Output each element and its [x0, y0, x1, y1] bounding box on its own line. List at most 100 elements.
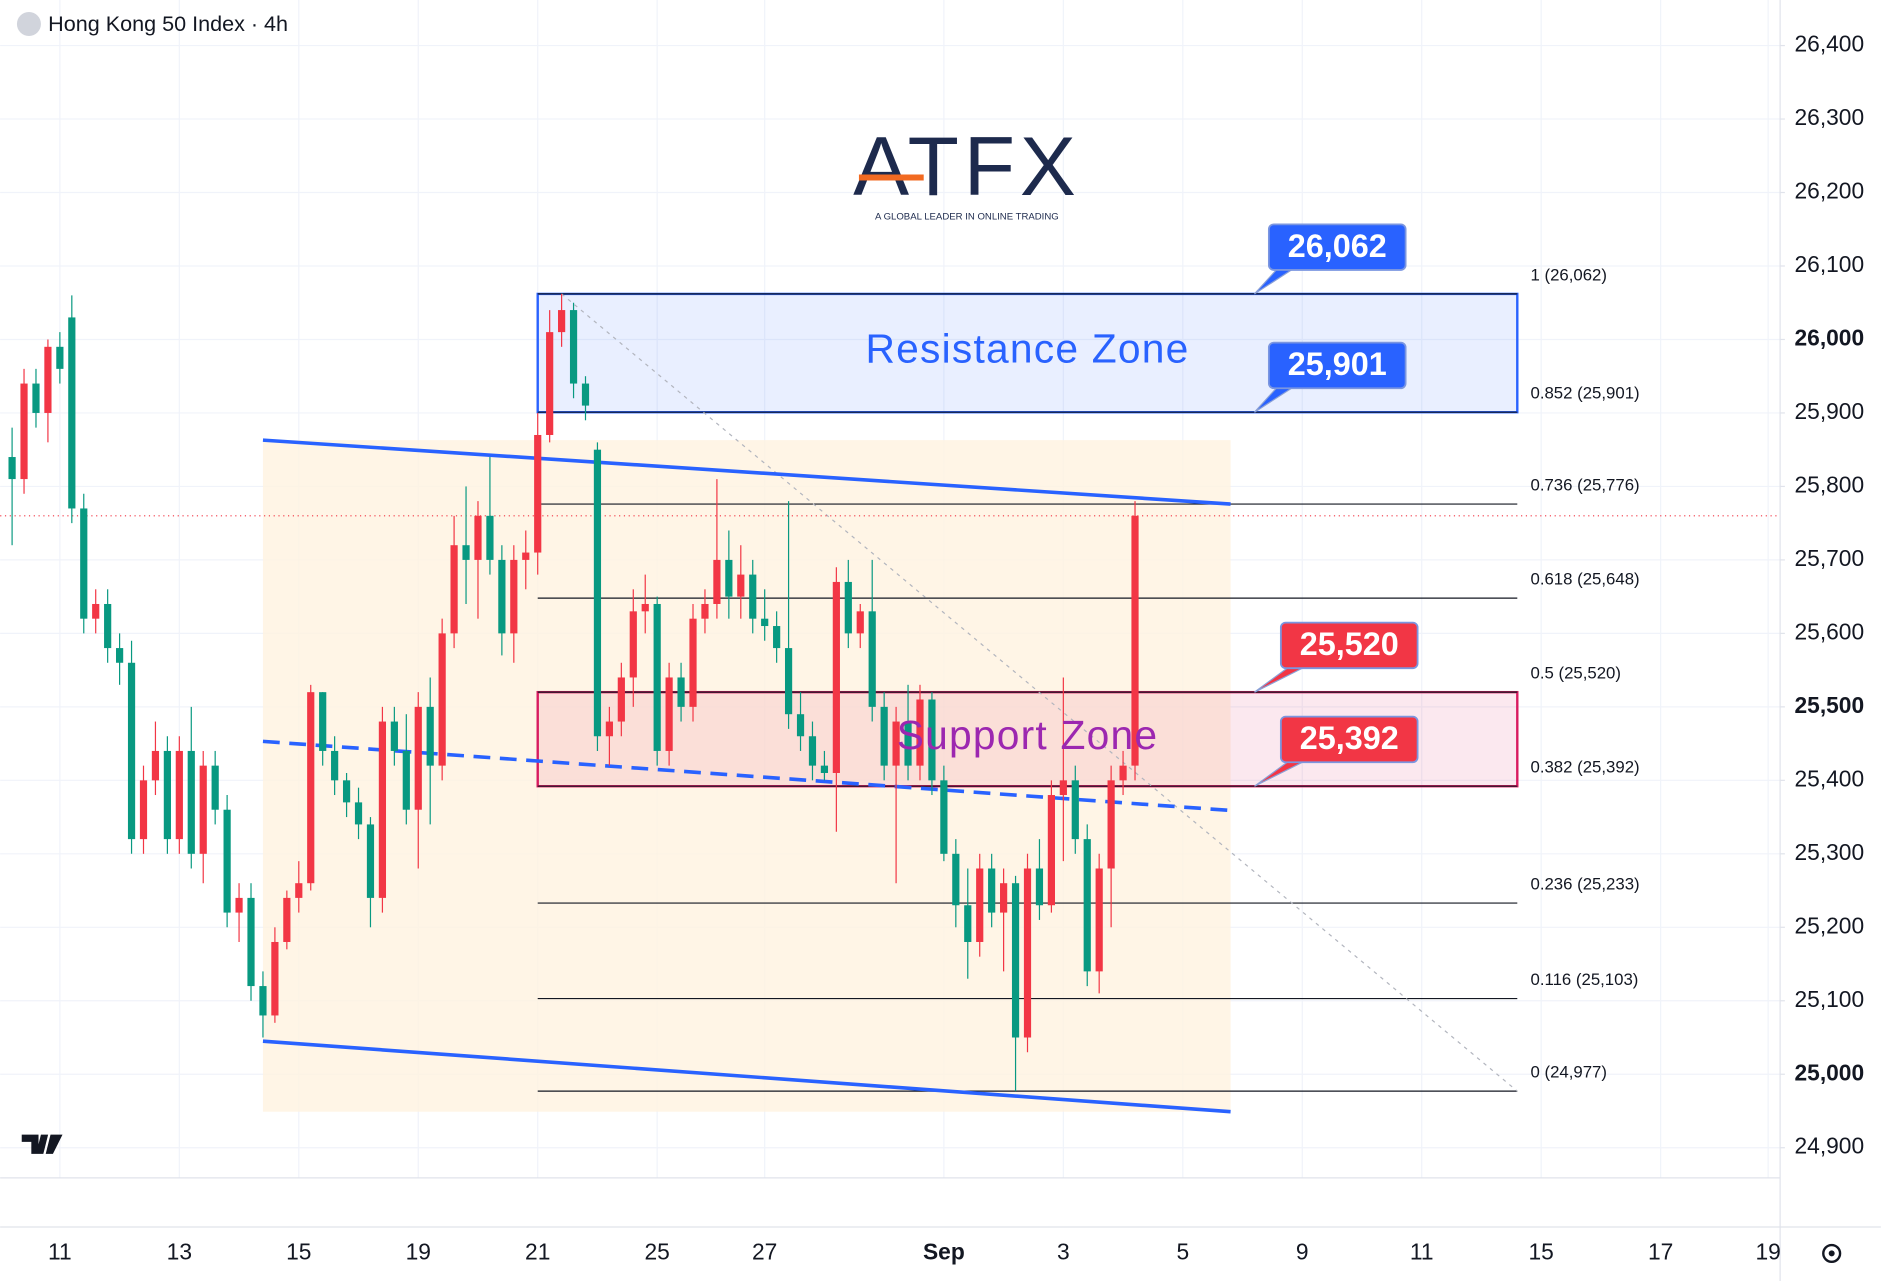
callout-box [1267, 341, 1407, 390]
candle-body [629, 611, 637, 678]
fib-label: 0.618 (25,648) [1530, 570, 1639, 589]
x-tick-label: 19 [1755, 1238, 1780, 1264]
settings-icon[interactable] [1822, 1243, 1842, 1264]
candle-body [522, 552, 530, 560]
x-tick-label: 15 [286, 1238, 311, 1264]
candle-body [856, 611, 864, 634]
candle-body [283, 897, 291, 942]
candle-body [761, 618, 769, 627]
x-tick-label: 27 [752, 1238, 777, 1264]
x-tick-label: Sep [923, 1238, 965, 1264]
candle-body [928, 699, 936, 781]
callout-box [1279, 715, 1419, 764]
y-tick-label: 25,900 [1795, 398, 1865, 424]
x-tick-label: 3 [1057, 1238, 1070, 1264]
candle-body [1059, 780, 1067, 796]
candle-body [832, 581, 840, 773]
candle-body [593, 449, 602, 737]
candle-body [1119, 765, 1127, 781]
candle-body [880, 706, 888, 766]
candle-body [653, 603, 661, 751]
y-tick-label: 25,800 [1795, 471, 1865, 497]
settings-gear-center[interactable] [1828, 1250, 1835, 1257]
candle-body [402, 750, 410, 810]
candle-body [498, 559, 506, 634]
candle-body [964, 905, 972, 942]
candle-body [247, 897, 255, 987]
plot: 1 (26,062) 0.852 (25,901) 0.736 (25,776) 0.… [0, 223, 1781, 1114]
candle-body [235, 897, 243, 913]
candle-body [474, 515, 482, 560]
x-tick-label: 19 [406, 1238, 431, 1264]
candle-body [808, 736, 817, 766]
candle-body [1095, 868, 1103, 972]
callout-label: 25,392 [1300, 720, 1399, 756]
zone-label: Support Zone [897, 712, 1158, 758]
candle-body [976, 868, 984, 942]
x-tick-label: 9 [1296, 1238, 1309, 1264]
candle-body [462, 545, 470, 560]
callout-label: 25,901 [1288, 346, 1387, 382]
candle-body [546, 332, 554, 435]
candle-body [558, 310, 566, 333]
y-tick-label: 24,900 [1795, 1133, 1865, 1159]
candle-body [796, 714, 805, 737]
candle-body [127, 662, 136, 840]
candle-body [1011, 883, 1020, 1038]
candle-body [749, 574, 757, 619]
candle-body [8, 457, 16, 480]
y-tick-label: 25,500 [1795, 692, 1865, 718]
candle-body [354, 802, 363, 825]
candle-body [1071, 780, 1079, 840]
y-tick-label: 25,600 [1795, 618, 1865, 644]
candle-body [737, 574, 745, 597]
candle-body [80, 508, 88, 619]
candle-body [104, 603, 112, 649]
callout-label: 25,520 [1300, 626, 1399, 662]
channel-upper [262, 438, 1231, 506]
candle-body [844, 581, 852, 634]
candle-body [259, 986, 267, 1016]
candle-body [366, 824, 375, 898]
channel-lower [262, 1039, 1231, 1114]
settings-gear[interactable] [1822, 1243, 1842, 1264]
candle-body [940, 780, 948, 854]
candle-body [569, 310, 578, 384]
candle-body [414, 706, 422, 810]
candle-body [426, 706, 434, 766]
candle-body [151, 750, 160, 781]
y-tick-label: 25,700 [1795, 545, 1865, 571]
candle-body [211, 765, 219, 810]
candle-body [820, 765, 829, 773]
candle-body [295, 883, 303, 898]
x-tick-label: 11 [1410, 1238, 1434, 1264]
candle-body [20, 383, 28, 480]
y-tick-label: 25,200 [1795, 912, 1865, 938]
callout-box [1279, 621, 1419, 670]
candle-body [1047, 795, 1055, 906]
candle-body [32, 383, 40, 413]
fib-label: 0.116 (25,103) [1530, 970, 1638, 989]
x-tick-label: 11 [48, 1238, 72, 1264]
candle-body [868, 611, 876, 707]
candle-body [605, 721, 613, 737]
candle-body [892, 721, 900, 766]
x-tick-label: 15 [1529, 1238, 1554, 1264]
fib-trend-line [561, 293, 1518, 1092]
candle-body [701, 603, 709, 619]
zone-label: Resistance Zone [866, 326, 1190, 372]
fib-label: 0.852 (25,901) [1530, 384, 1639, 403]
candle-body [486, 515, 494, 560]
x-tick-label: 25 [645, 1238, 670, 1264]
y-tick-label: 25,000 [1795, 1059, 1865, 1085]
fib-label: 0 (24,977) [1530, 1063, 1607, 1082]
candle-body [665, 677, 673, 751]
fib-label: 0.5 (25,520) [1530, 664, 1621, 683]
x-tick-label: 21 [525, 1238, 550, 1264]
candle-body [378, 721, 387, 898]
callout-box [1267, 223, 1407, 271]
candle-body [319, 692, 327, 751]
candle-body [581, 383, 590, 406]
candle-body [438, 633, 446, 766]
